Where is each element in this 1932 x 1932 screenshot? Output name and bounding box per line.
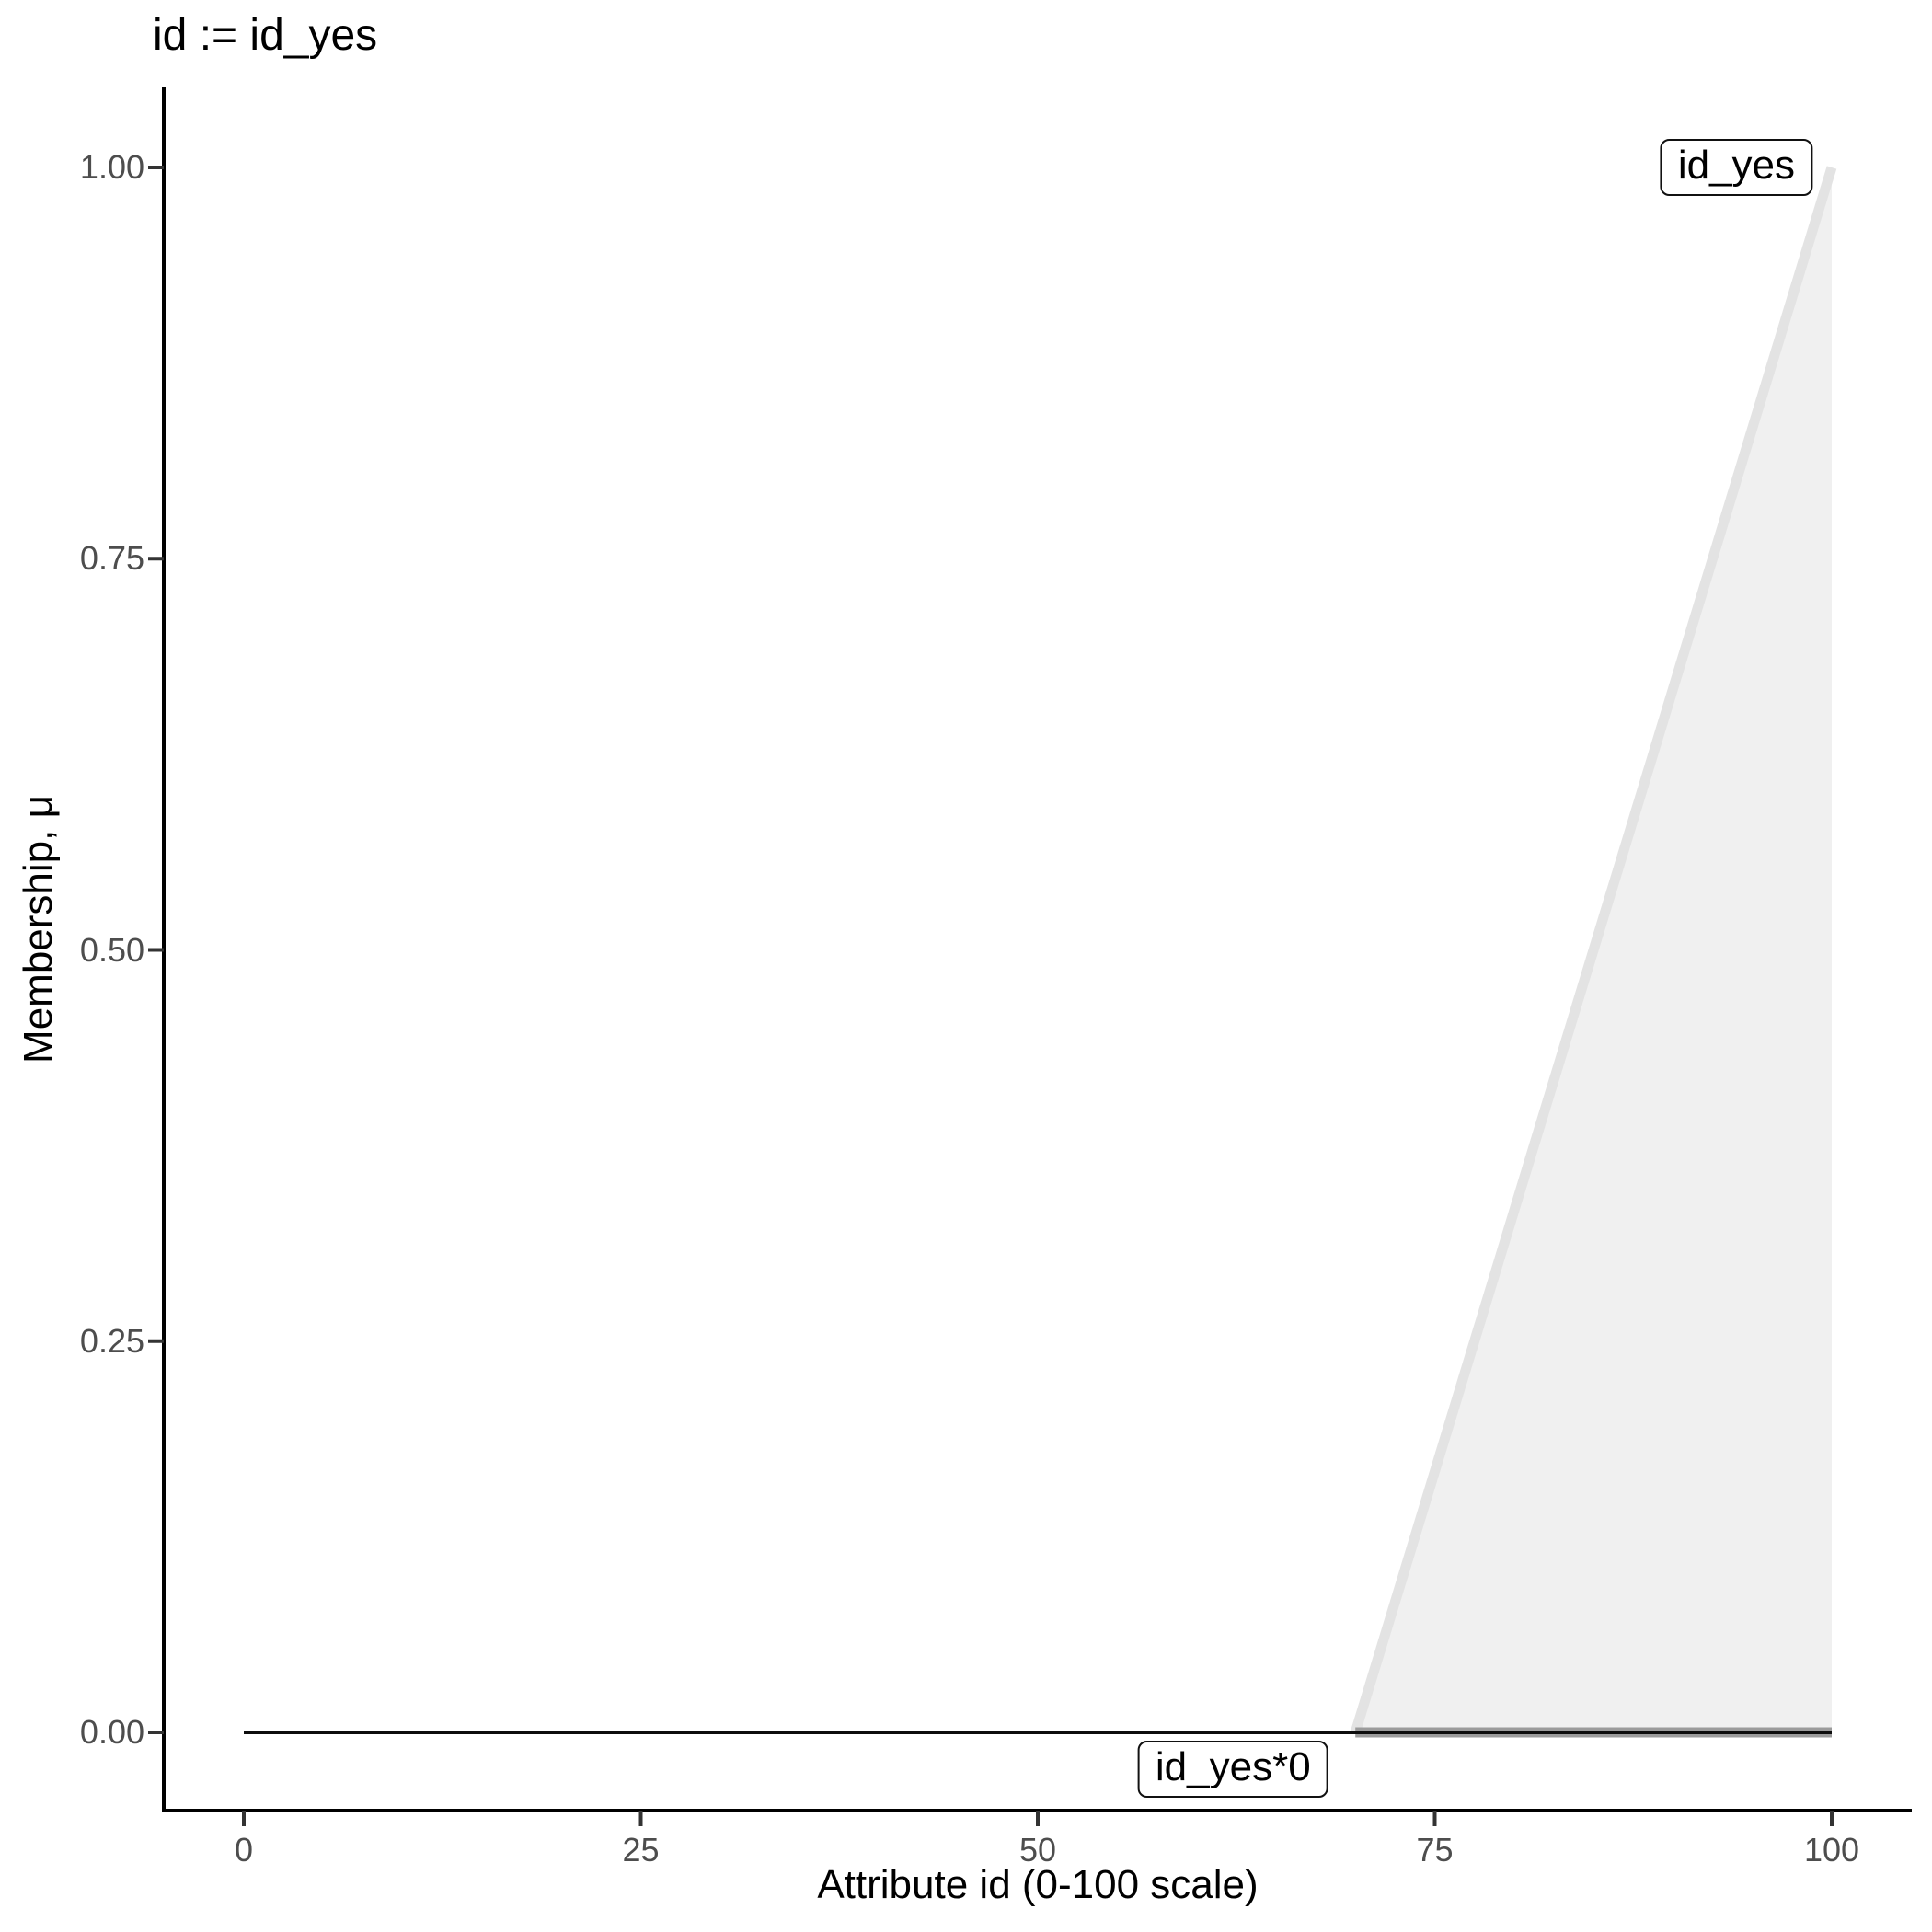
id-yes-label-box: id_yes bbox=[1660, 139, 1813, 196]
x-tick-label: 100 bbox=[1803, 1831, 1860, 1869]
y-axis-title: Membership, μ bbox=[16, 795, 61, 1064]
x-axis-title: Attribute id (0-100 scale) bbox=[817, 1862, 1259, 1907]
x-tick-label: 25 bbox=[622, 1831, 660, 1869]
y-tick-label: 0.25 bbox=[79, 1321, 144, 1360]
id_yes-membership-line bbox=[1350, 166, 1837, 1734]
y-tick-label: 0.50 bbox=[79, 930, 144, 969]
x-tick-label: 0 bbox=[234, 1831, 254, 1869]
y-tick-label: 0.00 bbox=[79, 1713, 144, 1751]
chart-title: id := id_yes bbox=[153, 11, 378, 60]
tick-marks bbox=[148, 166, 1834, 1826]
x-tick-label: 50 bbox=[1018, 1831, 1057, 1869]
series-layer bbox=[244, 166, 1837, 1738]
id-yes-label-text: id_yes bbox=[1677, 143, 1796, 188]
y-tick-label: 1.00 bbox=[79, 148, 144, 186]
id-yes-times-zero-label-box: id_yes*0 bbox=[1137, 1740, 1328, 1798]
x-tick-label: 75 bbox=[1416, 1831, 1454, 1869]
id-yes-times-zero-label-text: id_yes*0 bbox=[1155, 1743, 1311, 1789]
y-tick-label: 0.75 bbox=[79, 539, 144, 578]
